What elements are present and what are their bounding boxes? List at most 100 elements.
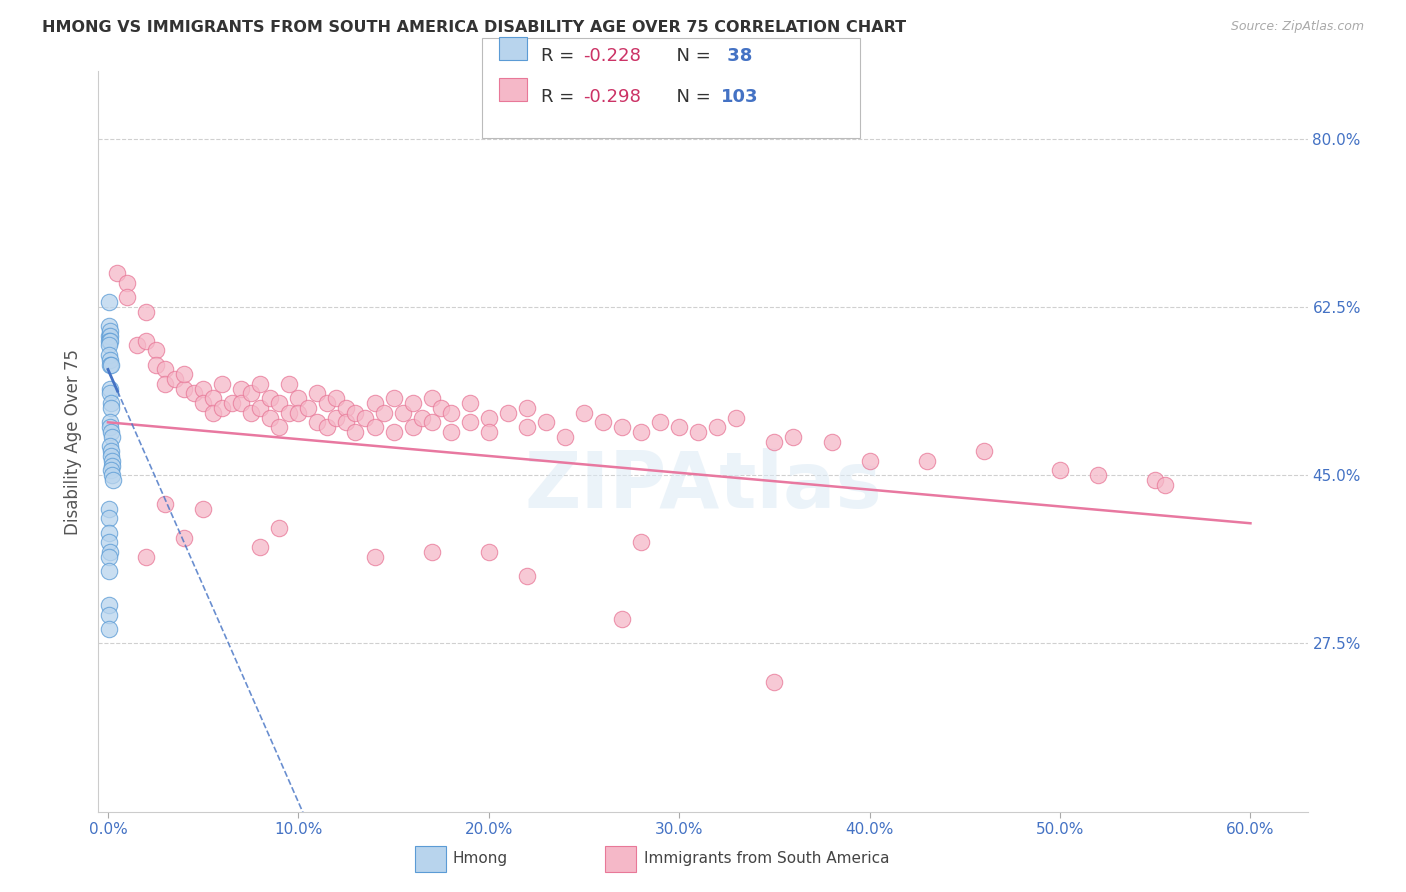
Point bbox=[98, 334, 121, 348]
Point bbox=[125, 338, 148, 352]
Point bbox=[153, 376, 176, 391]
Point bbox=[610, 420, 633, 434]
Point bbox=[98, 420, 121, 434]
Point bbox=[592, 415, 614, 429]
Point bbox=[100, 444, 122, 458]
Text: Immigrants from South America: Immigrants from South America bbox=[644, 852, 890, 866]
Point bbox=[610, 612, 633, 626]
Point bbox=[297, 401, 319, 415]
Point bbox=[115, 290, 138, 304]
Point bbox=[239, 406, 262, 420]
Point bbox=[307, 386, 329, 401]
Point bbox=[173, 368, 195, 382]
Point bbox=[363, 420, 385, 434]
Point bbox=[458, 415, 481, 429]
Point bbox=[98, 415, 121, 429]
Point bbox=[97, 501, 120, 516]
Point bbox=[1087, 468, 1109, 483]
Point bbox=[973, 444, 995, 458]
Text: -0.298: -0.298 bbox=[583, 88, 641, 106]
Point bbox=[98, 382, 121, 396]
Text: HMONG VS IMMIGRANTS FROM SOUTH AMERICA DISABILITY AGE OVER 75 CORRELATION CHART: HMONG VS IMMIGRANTS FROM SOUTH AMERICA D… bbox=[42, 20, 907, 35]
Point bbox=[1153, 478, 1175, 492]
Point bbox=[496, 406, 519, 420]
Point bbox=[153, 497, 176, 511]
Point bbox=[153, 362, 176, 376]
Point bbox=[259, 410, 281, 425]
Point bbox=[688, 425, 710, 439]
Point bbox=[440, 425, 463, 439]
Point bbox=[440, 406, 463, 420]
Point bbox=[401, 420, 423, 434]
Point bbox=[354, 410, 377, 425]
Point bbox=[572, 406, 595, 420]
Point bbox=[98, 511, 121, 525]
Text: 103: 103 bbox=[721, 88, 759, 106]
Point bbox=[97, 598, 120, 612]
Point bbox=[344, 406, 367, 420]
Point bbox=[97, 295, 120, 310]
Point bbox=[100, 358, 122, 372]
Point bbox=[98, 328, 121, 343]
Point bbox=[392, 406, 415, 420]
Point bbox=[269, 396, 291, 410]
Point bbox=[98, 565, 121, 579]
Point bbox=[100, 401, 122, 415]
Point bbox=[191, 396, 214, 410]
Point bbox=[211, 376, 233, 391]
Point bbox=[145, 358, 167, 372]
Point bbox=[382, 391, 405, 405]
Point bbox=[307, 415, 329, 429]
Point bbox=[201, 391, 224, 405]
Point bbox=[100, 425, 122, 439]
Point bbox=[382, 425, 405, 439]
Point bbox=[478, 545, 501, 559]
Point bbox=[107, 266, 129, 280]
Point bbox=[363, 549, 385, 564]
Point bbox=[335, 415, 357, 429]
Point bbox=[259, 391, 281, 405]
Point bbox=[97, 328, 120, 343]
Point bbox=[630, 425, 652, 439]
Point bbox=[101, 458, 124, 473]
Point bbox=[650, 415, 672, 429]
Point bbox=[135, 549, 157, 564]
Point bbox=[820, 434, 842, 449]
Text: Source: ZipAtlas.com: Source: ZipAtlas.com bbox=[1230, 20, 1364, 33]
Point bbox=[277, 376, 299, 391]
Point bbox=[287, 406, 309, 420]
Point bbox=[706, 420, 728, 434]
Point bbox=[239, 386, 262, 401]
Point bbox=[420, 391, 443, 405]
Point bbox=[277, 406, 299, 420]
Point bbox=[98, 352, 121, 367]
Point bbox=[411, 410, 433, 425]
Point bbox=[325, 410, 347, 425]
Point bbox=[763, 434, 786, 449]
Point bbox=[98, 324, 121, 338]
Point bbox=[287, 391, 309, 405]
Point bbox=[782, 430, 804, 444]
Point bbox=[554, 430, 576, 444]
Point bbox=[534, 415, 557, 429]
Point bbox=[191, 501, 214, 516]
Point bbox=[98, 535, 121, 549]
Text: R =: R = bbox=[541, 47, 581, 65]
Point bbox=[516, 401, 538, 415]
Point bbox=[915, 454, 938, 468]
Point bbox=[231, 396, 253, 410]
Point bbox=[859, 454, 882, 468]
Point bbox=[401, 396, 423, 410]
Point bbox=[97, 622, 120, 636]
Point bbox=[98, 439, 121, 453]
Point bbox=[363, 396, 385, 410]
Point bbox=[191, 382, 214, 396]
Point bbox=[98, 319, 121, 334]
Point bbox=[373, 406, 395, 420]
Text: Hmong: Hmong bbox=[453, 852, 508, 866]
Point bbox=[630, 535, 652, 549]
Point bbox=[269, 420, 291, 434]
Point bbox=[100, 463, 122, 477]
Point bbox=[98, 607, 121, 622]
Point bbox=[516, 420, 538, 434]
